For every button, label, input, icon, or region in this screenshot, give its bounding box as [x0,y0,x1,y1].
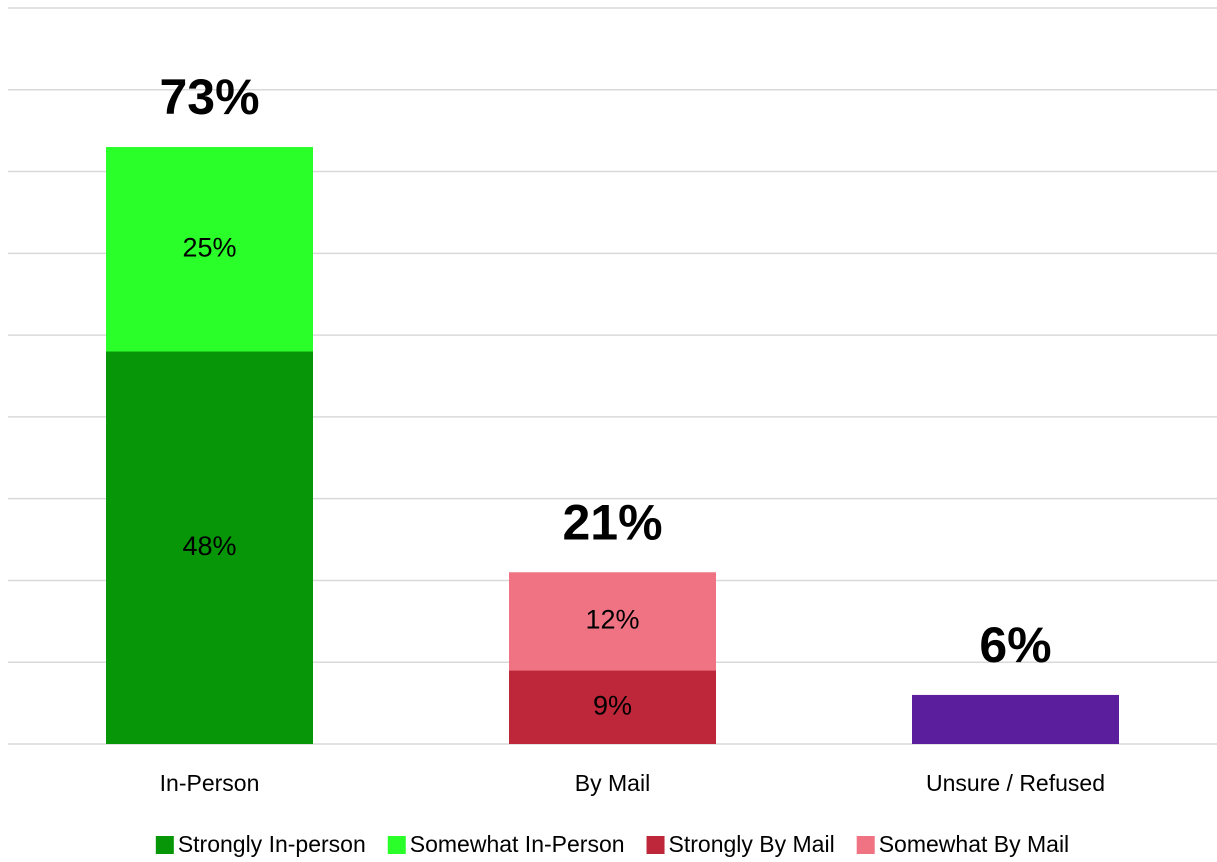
bar-segment [106,147,313,352]
value-label: 25% [182,232,236,262]
total-label: 73% [159,69,259,125]
bar-segment [912,694,1119,744]
bar-segment [509,572,716,671]
legend-label: Strongly In-person [178,831,366,857]
legend-swatch [387,836,406,854]
x-tick-label: By Mail [575,770,650,796]
legend-label: Somewhat By Mail [879,831,1069,857]
legend-swatch [646,836,665,854]
bar-segment [106,351,313,744]
x-tick-label: Unsure / Refused [926,770,1105,796]
total-label: 21% [562,494,662,550]
x-tick-label: In-Person [160,770,260,796]
value-label: 48% [182,531,236,561]
value-label: 12% [585,604,639,634]
value-label: 9% [593,690,632,720]
total-label: 6% [979,617,1051,673]
legend-label: Strongly By Mail [669,831,835,857]
legend-swatch [856,836,875,854]
legend-swatch [155,836,174,854]
bar-segment [509,670,716,744]
legend-label: Somewhat In-Person [410,831,625,857]
